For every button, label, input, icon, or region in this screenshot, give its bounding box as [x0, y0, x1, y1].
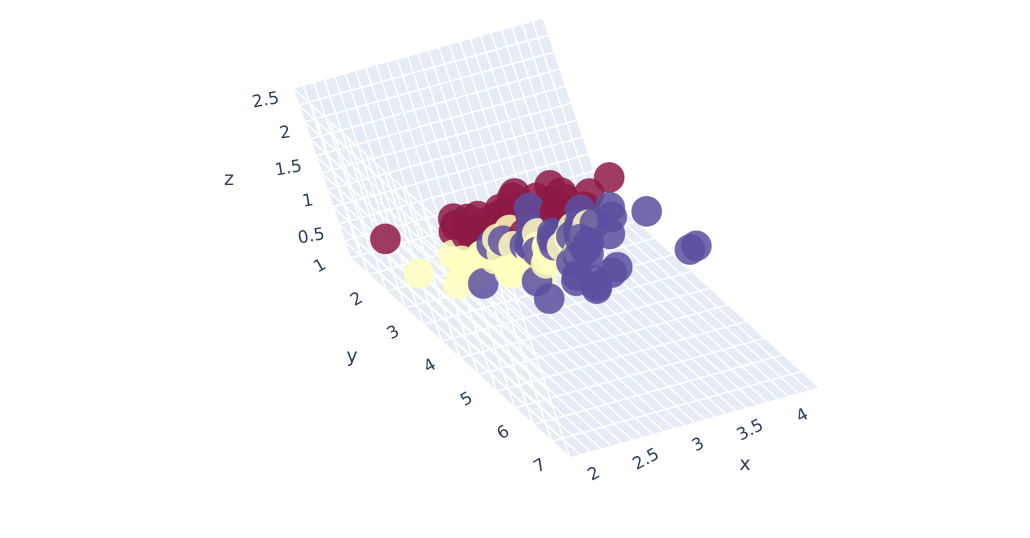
back-wall-gridline-z: [315, 155, 537, 357]
z-tick-label: 2.5: [251, 88, 281, 112]
x-tick-label: 2: [585, 463, 604, 486]
floor-gridline-y: [569, 387, 821, 459]
back-wall-gridline-z: [343, 240, 565, 442]
y-tick-label: 2: [347, 288, 366, 311]
y-tick-label: 1: [310, 255, 329, 278]
data-point-series-3: [601, 251, 633, 283]
data-point-series-3: [680, 230, 712, 262]
data-points: [369, 161, 712, 315]
side-wall-gridline-z: [326, 119, 578, 191]
floor-gridline-y: [496, 320, 747, 393]
data-point-series-3: [631, 195, 663, 227]
floor-gridline-y: [441, 270, 692, 343]
y-axis-title: y: [346, 345, 357, 367]
data-point-series-3: [596, 201, 628, 233]
data-point-series-1: [593, 161, 625, 193]
x-tick-label: 3: [689, 433, 708, 456]
side-wall-gridline-z: [315, 85, 567, 157]
side-wall-gridline-z: [338, 153, 589, 225]
floor-gridline-y: [533, 353, 784, 426]
floor-gridline-y: [459, 287, 711, 359]
z-axis-title: z: [224, 168, 234, 190]
x-tick-label: 2.5: [629, 444, 662, 474]
floor-gridline-y: [514, 337, 766, 409]
z-tick-label: 1: [301, 190, 315, 212]
data-point-series-3: [533, 283, 565, 315]
side-wall-gridline-z: [309, 68, 561, 140]
z-tick-label: 1.5: [273, 156, 303, 180]
floor-gridline-y: [551, 370, 802, 443]
back-wall-gridline-z: [326, 189, 548, 391]
side-wall-gridline-z: [292, 17, 544, 89]
data-point-series-1: [369, 223, 401, 255]
z-tick-label: 0.5: [296, 224, 326, 248]
y-tick-label: 6: [494, 421, 513, 444]
floor-gridline-y: [478, 303, 729, 376]
y-tick-label: 3: [384, 321, 403, 344]
z-tick-label: 2: [278, 122, 292, 144]
side-wall-gridline-z: [332, 136, 584, 208]
data-point-series-2: [403, 257, 435, 289]
back-wall-gridline-z: [349, 257, 571, 459]
x-tick-label: 4: [793, 404, 812, 427]
side-wall-gridline-z: [298, 34, 549, 106]
x-axis-title: x: [739, 453, 750, 475]
side-wall-gridline-z: [321, 102, 572, 174]
y-tick-label: 7: [530, 455, 549, 478]
y-tick-label: 4: [420, 355, 439, 378]
back-wall-gridline-z: [332, 206, 554, 408]
y-tick-label: 5: [457, 388, 476, 411]
x-tick-label: 3.5: [734, 415, 767, 445]
side-wall-gridline-z: [304, 51, 555, 123]
back-wall-gridline-z: [338, 223, 560, 425]
